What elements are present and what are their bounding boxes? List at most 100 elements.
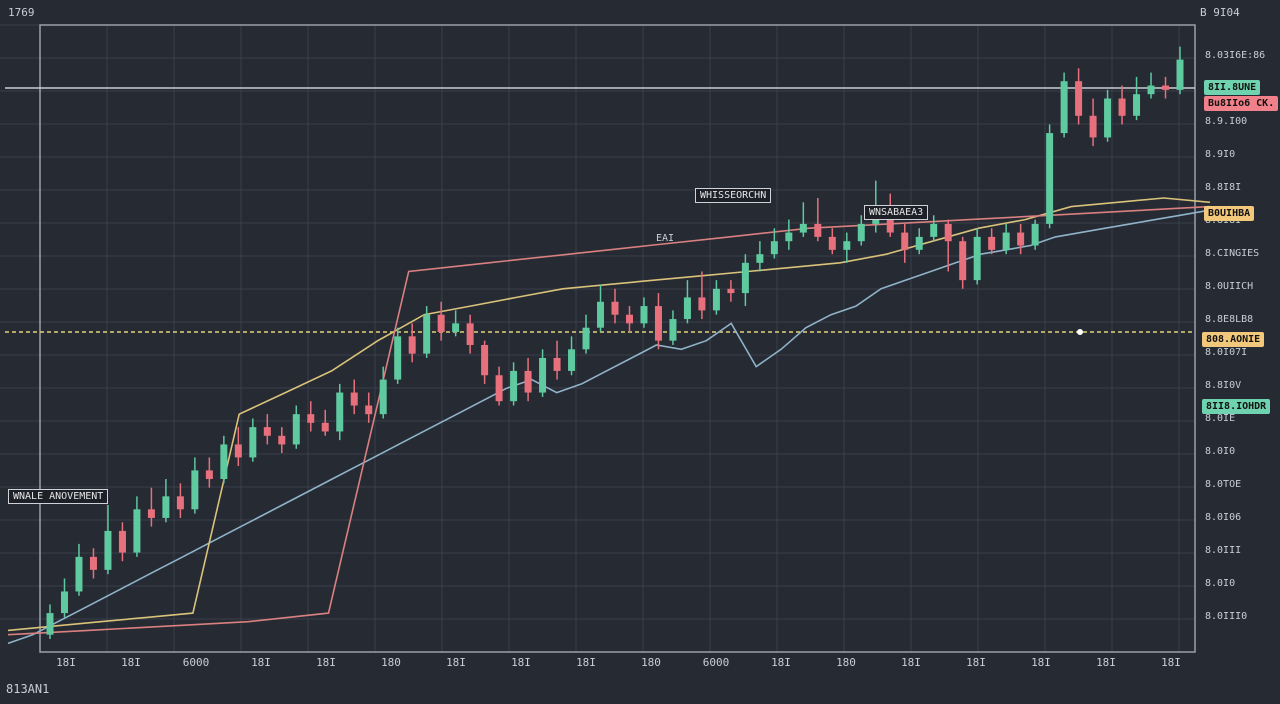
candle-body	[408, 336, 416, 354]
x-tick-label: 6000	[703, 656, 730, 669]
candle-body	[930, 223, 938, 237]
candle-body	[625, 314, 633, 324]
y-tick-label: 8.9I0	[1205, 149, 1235, 160]
y-tick-label: 8.0I07I	[1205, 347, 1247, 358]
ma-line-blue	[7, 205, 1231, 645]
candle-body	[901, 232, 909, 250]
candle-body	[915, 236, 923, 250]
candle-body	[292, 414, 300, 445]
candle-body	[1031, 223, 1039, 246]
x-tick-label: 18I	[1096, 656, 1116, 669]
candle-body	[785, 232, 793, 242]
candle-body	[597, 301, 605, 328]
candle-body	[1162, 85, 1170, 90]
candle-body	[582, 327, 590, 350]
candle-body	[1133, 94, 1141, 116]
annotation-whale-movement: WNALE ANOVEMENT	[8, 489, 109, 504]
candle-body	[712, 288, 720, 311]
candle-body	[191, 470, 199, 510]
candle-body	[944, 223, 952, 242]
candle-body	[1002, 232, 1010, 250]
candle-body	[452, 323, 460, 333]
ma-line-yellow	[7, 197, 1211, 632]
candle-body	[278, 435, 286, 445]
candle-body	[770, 241, 778, 255]
candle-body	[1046, 133, 1054, 224]
level-marker	[1077, 329, 1083, 336]
candle-body	[147, 509, 155, 518]
y-tick-label: 8.9.I00	[1205, 116, 1247, 127]
candle-body	[756, 254, 764, 263]
candle-body	[234, 444, 242, 458]
candle-body	[1147, 85, 1155, 95]
annotation-small: EAI	[656, 233, 675, 244]
candle-body	[654, 306, 662, 341]
candle-body	[1118, 98, 1126, 116]
candle-body	[1176, 59, 1184, 90]
candle-body	[669, 319, 677, 341]
candle-body	[466, 323, 474, 345]
x-tick-label: 18I	[576, 656, 596, 669]
candle-body	[437, 314, 445, 333]
candle-body	[176, 496, 184, 510]
top-right-label: B 9I04	[1200, 6, 1240, 19]
price-tag-yellow: B0UIHBA	[1204, 206, 1255, 221]
y-tick-label: 8.0I06	[1205, 512, 1241, 523]
candle-body	[973, 236, 981, 281]
candle-body	[814, 223, 822, 237]
candle-body	[75, 556, 83, 592]
x-tick-label: 18I	[251, 656, 271, 669]
x-tick-label: 6000	[183, 656, 210, 669]
price-tag-dashed-level: 808.AONIE	[1202, 332, 1265, 347]
candle-body	[510, 370, 518, 402]
y-tick-label: 8.8I8I	[1205, 182, 1241, 193]
candle-body	[46, 613, 54, 635]
candle-body	[263, 427, 271, 436]
y-tick-label: 8.0IE	[1205, 413, 1235, 424]
x-tick-label: 18I	[446, 656, 466, 669]
price-tag-green-bottom: 8II8.IOHDR	[1202, 399, 1271, 414]
candle-body	[481, 344, 489, 376]
annotation-top: WHISSEORCHN	[695, 188, 772, 203]
top-left-label: 1769	[8, 6, 35, 19]
candle-body	[741, 262, 749, 294]
chart-grid	[0, 24, 1196, 653]
candle-body	[524, 370, 532, 393]
candle-body	[336, 392, 344, 432]
y-tick-label: 8.0III	[1205, 545, 1241, 556]
candle-body	[698, 297, 706, 311]
candle-body	[423, 314, 431, 354]
ma-line-red	[7, 205, 1211, 636]
candle-body	[828, 236, 836, 250]
price-tag-red: Bu8IIo6 CK.	[1204, 96, 1279, 111]
x-tick-label: 18I	[56, 656, 76, 669]
candle-body	[495, 375, 503, 402]
candle-body	[640, 306, 648, 324]
candle-body	[365, 405, 373, 415]
candle-body	[1104, 98, 1112, 138]
x-tick-label: 18I	[1161, 656, 1181, 669]
candle-body	[1017, 232, 1025, 246]
candle-body	[857, 223, 865, 242]
x-tick-label: 180	[641, 656, 661, 669]
candle-body	[394, 336, 402, 380]
y-tick-label: 8.CINGIES	[1205, 248, 1259, 259]
candle-body	[321, 422, 329, 432]
x-tick-label: 18I	[316, 656, 336, 669]
candle-body	[379, 379, 387, 415]
candle-body	[1089, 115, 1097, 138]
candle-body	[611, 301, 619, 315]
price-tag-green-top: 8II.8UNE	[1204, 80, 1261, 95]
y-tick-label: 8.03I6E:86	[1205, 50, 1265, 61]
plot-frame	[39, 24, 1196, 653]
candle-body	[799, 223, 807, 233]
candle-body	[104, 530, 112, 570]
candle-body	[205, 470, 213, 480]
candle-body	[60, 591, 68, 614]
x-tick-label: 18I	[966, 656, 986, 669]
x-tick-label: 18I	[511, 656, 531, 669]
y-tick-label: 8.0I0	[1205, 446, 1235, 457]
candle-body	[843, 241, 851, 250]
candle-body	[350, 392, 358, 406]
